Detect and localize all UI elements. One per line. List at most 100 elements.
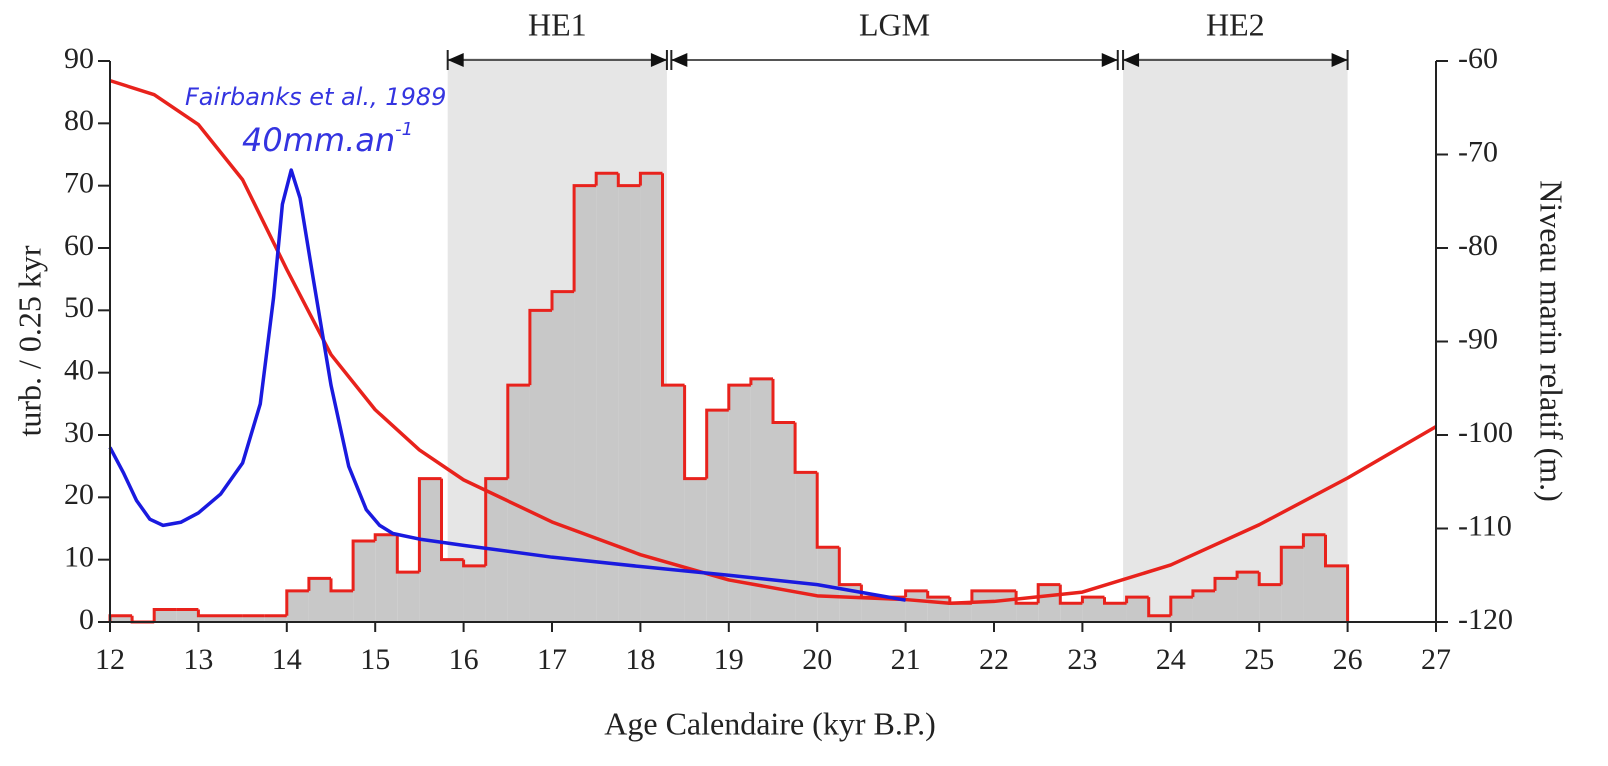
bar	[463, 565, 486, 622]
bar-edge	[970, 589, 994, 604]
period-shade	[1123, 58, 1348, 622]
bar-edge	[196, 609, 221, 618]
x-tick-label: 16	[449, 643, 479, 676]
bar-edge	[440, 478, 464, 562]
bar-edge	[1213, 576, 1238, 591]
y2-axis-label: Niveau marin relatif (m.)	[1534, 180, 1570, 502]
bar-edge	[152, 608, 177, 622]
y-axis-label: turb. / 0.25 kyr	[11, 245, 47, 436]
bar	[308, 578, 331, 622]
x-tick-label: 17	[537, 643, 567, 676]
bar-edge	[594, 171, 619, 186]
bar-edge	[1125, 595, 1149, 604]
bar	[618, 185, 641, 622]
bar	[839, 584, 862, 622]
bar	[331, 590, 354, 622]
x-tick-label: 15	[360, 643, 390, 676]
arrowhead	[447, 53, 464, 67]
x-tick-label: 14	[272, 643, 302, 676]
bar	[286, 590, 309, 622]
annotation-sup: -1	[395, 119, 413, 140]
histogram	[108, 171, 1350, 624]
bar-edge	[484, 477, 508, 566]
bar	[1325, 565, 1348, 622]
bar-edge	[727, 383, 751, 411]
arrowhead	[1101, 53, 1118, 67]
y2-tick-label: -100	[1458, 416, 1513, 449]
x-tick-label: 26	[1333, 643, 1363, 676]
y2-tick-label: -90	[1458, 322, 1498, 355]
bar-edge	[417, 477, 442, 573]
bar	[552, 291, 575, 622]
bar	[971, 590, 994, 622]
bar	[684, 478, 707, 622]
bar-edge	[373, 533, 398, 541]
bar-edge	[749, 377, 773, 386]
bar	[994, 590, 1017, 622]
x-tick-label: 25	[1244, 643, 1274, 676]
arrowhead	[1123, 53, 1140, 67]
x-tick-label: 24	[1156, 643, 1186, 676]
bar-edge	[1169, 595, 1193, 616]
bar	[220, 615, 243, 622]
bar-edge	[1324, 534, 1350, 622]
y2-tick-label: -110	[1458, 509, 1512, 542]
y-tick-label: 30	[64, 416, 94, 449]
bar	[1060, 603, 1083, 622]
bar-edge	[904, 589, 928, 598]
bar	[1215, 578, 1238, 622]
period-label: HE2	[1206, 6, 1265, 42]
bar	[154, 609, 177, 622]
bar-edge	[1257, 572, 1282, 587]
bar-edge	[815, 472, 840, 549]
bar-edge	[837, 547, 862, 587]
x-tick-label: 12	[95, 643, 125, 676]
y-tick-label: 60	[64, 229, 94, 262]
bar	[397, 572, 420, 622]
y-tick-label: 40	[64, 354, 94, 387]
bar-edge	[462, 559, 486, 568]
bar	[905, 590, 928, 622]
bar	[1082, 597, 1105, 622]
bar	[861, 597, 884, 622]
bar-edge	[1058, 584, 1083, 605]
y-tick-label: 90	[64, 42, 94, 75]
bar-edge	[1080, 595, 1105, 604]
bar-edge	[771, 378, 796, 425]
bar	[1303, 534, 1326, 622]
bar-edge	[506, 383, 530, 479]
x-tick-label: 18	[625, 643, 655, 676]
bar-edge	[329, 578, 354, 593]
annotation: 40mm.an	[242, 121, 395, 159]
bar	[242, 615, 265, 622]
x-tick-label: 22	[979, 643, 1009, 676]
bar-edge	[926, 590, 950, 599]
bar-edge	[616, 173, 641, 188]
y-tick-label: 80	[64, 104, 94, 137]
bar	[949, 603, 972, 622]
line	[109, 78, 1437, 606]
lines	[108, 78, 1437, 606]
bar	[1237, 572, 1260, 622]
x-tick-label: 13	[183, 643, 213, 676]
bar	[596, 173, 619, 622]
bar	[110, 615, 133, 622]
bar	[353, 540, 376, 622]
bar	[375, 534, 398, 622]
bar	[640, 173, 663, 622]
period-label: HE1	[528, 6, 587, 42]
bar-edge	[705, 408, 729, 479]
bar	[662, 385, 685, 622]
bar-edge	[638, 171, 663, 186]
bar	[574, 185, 597, 622]
bar-edge	[572, 184, 597, 292]
arrowhead	[671, 53, 688, 67]
x-tick-label: 19	[714, 643, 744, 676]
bar	[773, 422, 796, 622]
bar	[441, 559, 464, 622]
bar	[1259, 584, 1282, 622]
bar-edge	[1103, 597, 1127, 605]
bar	[817, 547, 840, 622]
bar	[1281, 547, 1304, 622]
